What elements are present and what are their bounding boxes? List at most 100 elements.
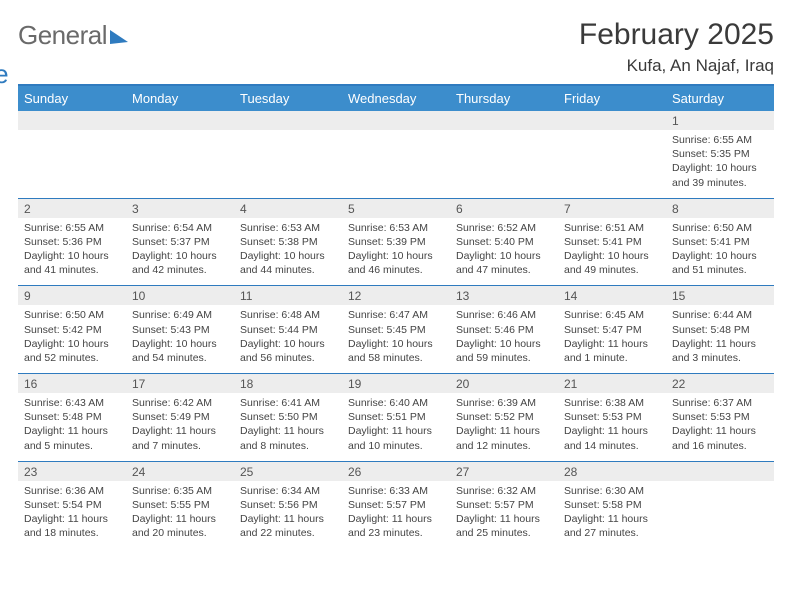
- day-number: 4: [234, 199, 342, 218]
- daylight-text: Daylight: 10 hours and 44 minutes.: [240, 249, 336, 277]
- day-number: 10: [126, 286, 234, 305]
- day-cell: Sunrise: 6:55 AMSunset: 5:35 PMDaylight:…: [666, 130, 774, 198]
- day-number: 21: [558, 374, 666, 393]
- sunrise-text: Sunrise: 6:36 AM: [24, 484, 120, 498]
- day-cell: [18, 130, 126, 192]
- daylight-text: Daylight: 11 hours and 12 minutes.: [456, 424, 552, 452]
- sunset-text: Sunset: 5:47 PM: [564, 323, 660, 337]
- sunrise-text: Sunrise: 6:50 AM: [24, 308, 120, 322]
- daylight-text: Daylight: 10 hours and 59 minutes.: [456, 337, 552, 365]
- day-cell: Sunrise: 6:30 AMSunset: 5:58 PMDaylight:…: [558, 481, 666, 549]
- day-cell: [666, 481, 774, 543]
- daylight-text: Daylight: 10 hours and 49 minutes.: [564, 249, 660, 277]
- sunset-text: Sunset: 5:54 PM: [24, 498, 120, 512]
- location-text: Kufa, An Najaf, Iraq: [579, 56, 774, 76]
- sunrise-text: Sunrise: 6:45 AM: [564, 308, 660, 322]
- daylight-text: Daylight: 10 hours and 52 minutes.: [24, 337, 120, 365]
- sunrise-text: Sunrise: 6:54 AM: [132, 221, 228, 235]
- sunset-text: Sunset: 5:55 PM: [132, 498, 228, 512]
- daylight-text: Daylight: 11 hours and 3 minutes.: [672, 337, 768, 365]
- weekday-header-saturday: Saturday: [666, 86, 774, 111]
- daylight-text: Daylight: 10 hours and 54 minutes.: [132, 337, 228, 365]
- weekday-header-thursday: Thursday: [450, 86, 558, 111]
- daylight-text: Daylight: 10 hours and 41 minutes.: [24, 249, 120, 277]
- weekday-header-tuesday: Tuesday: [234, 86, 342, 111]
- day-cell: Sunrise: 6:50 AMSunset: 5:42 PMDaylight:…: [18, 305, 126, 373]
- sunrise-text: Sunrise: 6:46 AM: [456, 308, 552, 322]
- sunset-text: Sunset: 5:49 PM: [132, 410, 228, 424]
- day-number: 23: [18, 462, 126, 481]
- daylight-text: Daylight: 11 hours and 7 minutes.: [132, 424, 228, 452]
- sunset-text: Sunset: 5:36 PM: [24, 235, 120, 249]
- daylight-text: Daylight: 10 hours and 51 minutes.: [672, 249, 768, 277]
- sunset-text: Sunset: 5:48 PM: [672, 323, 768, 337]
- daylight-text: Daylight: 11 hours and 8 minutes.: [240, 424, 336, 452]
- sunset-text: Sunset: 5:40 PM: [456, 235, 552, 249]
- sunset-text: Sunset: 5:51 PM: [348, 410, 444, 424]
- sunset-text: Sunset: 5:35 PM: [672, 147, 768, 161]
- sunrise-text: Sunrise: 6:55 AM: [24, 221, 120, 235]
- calendar-body: 1Sunrise: 6:55 AMSunset: 5:35 PMDaylight…: [18, 111, 774, 548]
- sunrise-text: Sunrise: 6:38 AM: [564, 396, 660, 410]
- sunset-text: Sunset: 5:58 PM: [564, 498, 660, 512]
- daylight-text: Daylight: 11 hours and 18 minutes.: [24, 512, 120, 540]
- day-cell: Sunrise: 6:38 AMSunset: 5:53 PMDaylight:…: [558, 393, 666, 461]
- day-number: [342, 111, 450, 130]
- brand-logo: General Blue: [18, 18, 128, 71]
- sunrise-text: Sunrise: 6:48 AM: [240, 308, 336, 322]
- day-number: 20: [450, 374, 558, 393]
- sunrise-text: Sunrise: 6:47 AM: [348, 308, 444, 322]
- sunset-text: Sunset: 5:37 PM: [132, 235, 228, 249]
- daylight-text: Daylight: 10 hours and 39 minutes.: [672, 161, 768, 189]
- day-number: [450, 111, 558, 130]
- sunset-text: Sunset: 5:45 PM: [348, 323, 444, 337]
- day-cell: Sunrise: 6:34 AMSunset: 5:56 PMDaylight:…: [234, 481, 342, 549]
- day-cell: Sunrise: 6:46 AMSunset: 5:46 PMDaylight:…: [450, 305, 558, 373]
- day-number: 2: [18, 199, 126, 218]
- sunset-text: Sunset: 5:38 PM: [240, 235, 336, 249]
- day-cell: Sunrise: 6:52 AMSunset: 5:40 PMDaylight:…: [450, 218, 558, 286]
- daylight-text: Daylight: 11 hours and 14 minutes.: [564, 424, 660, 452]
- day-number: [18, 111, 126, 130]
- day-number: 14: [558, 286, 666, 305]
- day-number: 9: [18, 286, 126, 305]
- sunset-text: Sunset: 5:57 PM: [456, 498, 552, 512]
- month-title: February 2025: [579, 18, 774, 52]
- daylight-text: Daylight: 11 hours and 27 minutes.: [564, 512, 660, 540]
- day-cell: Sunrise: 6:32 AMSunset: 5:57 PMDaylight:…: [450, 481, 558, 549]
- day-cell: Sunrise: 6:47 AMSunset: 5:45 PMDaylight:…: [342, 305, 450, 373]
- sunrise-text: Sunrise: 6:39 AM: [456, 396, 552, 410]
- sunrise-text: Sunrise: 6:30 AM: [564, 484, 660, 498]
- day-number: 15: [666, 286, 774, 305]
- sunrise-text: Sunrise: 6:41 AM: [240, 396, 336, 410]
- daylight-text: Daylight: 10 hours and 42 minutes.: [132, 249, 228, 277]
- day-number: 7: [558, 199, 666, 218]
- sunrise-text: Sunrise: 6:32 AM: [456, 484, 552, 498]
- day-cell: Sunrise: 6:36 AMSunset: 5:54 PMDaylight:…: [18, 481, 126, 549]
- sunrise-text: Sunrise: 6:34 AM: [240, 484, 336, 498]
- sunrise-text: Sunrise: 6:52 AM: [456, 221, 552, 235]
- day-number: 5: [342, 199, 450, 218]
- sunrise-text: Sunrise: 6:42 AM: [132, 396, 228, 410]
- day-number: 3: [126, 199, 234, 218]
- daylight-text: Daylight: 11 hours and 1 minute.: [564, 337, 660, 365]
- sunset-text: Sunset: 5:46 PM: [456, 323, 552, 337]
- sunset-text: Sunset: 5:53 PM: [672, 410, 768, 424]
- sunset-text: Sunset: 5:41 PM: [672, 235, 768, 249]
- sunrise-text: Sunrise: 6:44 AM: [672, 308, 768, 322]
- weekday-header-sunday: Sunday: [18, 86, 126, 111]
- sunrise-text: Sunrise: 6:40 AM: [348, 396, 444, 410]
- sunrise-text: Sunrise: 6:35 AM: [132, 484, 228, 498]
- daylight-text: Daylight: 11 hours and 22 minutes.: [240, 512, 336, 540]
- header: General Blue February 2025 Kufa, An Naja…: [18, 18, 774, 76]
- sunset-text: Sunset: 5:53 PM: [564, 410, 660, 424]
- day-number: 11: [234, 286, 342, 305]
- daylight-text: Daylight: 10 hours and 46 minutes.: [348, 249, 444, 277]
- day-cell: Sunrise: 6:54 AMSunset: 5:37 PMDaylight:…: [126, 218, 234, 286]
- daylight-text: Daylight: 10 hours and 56 minutes.: [240, 337, 336, 365]
- day-number: 18: [234, 374, 342, 393]
- brand-text-blue: Blue: [0, 59, 8, 89]
- day-number: 12: [342, 286, 450, 305]
- day-cell: Sunrise: 6:53 AMSunset: 5:38 PMDaylight:…: [234, 218, 342, 286]
- day-number: 26: [342, 462, 450, 481]
